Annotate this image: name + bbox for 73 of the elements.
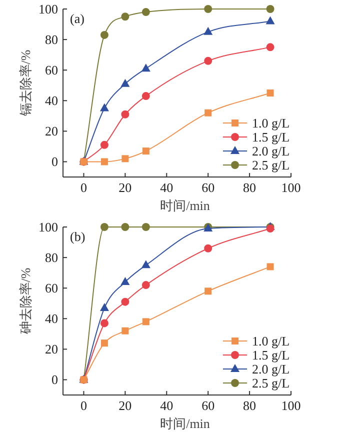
legend-label: 1.0 g/L <box>252 334 290 348</box>
y-tick-label: 20 <box>45 342 58 357</box>
point <box>121 110 130 118</box>
point <box>120 276 130 285</box>
point <box>100 158 108 166</box>
y-tick-label: 20 <box>45 124 58 139</box>
x-tick-label: 40 <box>160 180 174 195</box>
legend-label: 2.5 g/L <box>252 376 290 390</box>
point <box>266 90 274 96</box>
x-tick-label: 20 <box>118 180 132 195</box>
point <box>204 56 212 65</box>
y-tick-label: 60 <box>45 280 58 296</box>
x-tick-label: 0 <box>80 180 87 195</box>
legend-label: 1.5 g/L <box>252 348 290 362</box>
point <box>204 26 213 35</box>
y-tick-label: 40 <box>45 311 58 326</box>
x-tick-label: 80 <box>243 180 256 195</box>
y-tick-label: 80 <box>45 32 58 48</box>
point <box>204 244 212 252</box>
point <box>120 78 130 87</box>
point <box>142 223 150 231</box>
x-axis-title: 时间/min <box>160 416 210 431</box>
point <box>100 340 108 347</box>
x-tick-label: 100 <box>281 180 301 195</box>
legend-label: 2.0 g/L <box>252 362 290 376</box>
point <box>141 64 150 72</box>
point <box>122 155 129 162</box>
point <box>266 5 274 13</box>
point <box>100 319 108 328</box>
x-tick-label: 100 <box>281 398 301 413</box>
point <box>142 281 150 290</box>
point <box>142 148 150 155</box>
legend-label: 1.0 g/L <box>252 116 290 130</box>
y-tick-label: 100 <box>38 2 58 16</box>
point <box>121 298 130 306</box>
point <box>100 223 108 231</box>
point <box>266 16 275 24</box>
x-tick-label: 40 <box>160 398 174 413</box>
y-tick-label: 40 <box>45 93 58 108</box>
point <box>121 223 130 231</box>
point <box>100 103 109 112</box>
x-tick-label: 60 <box>202 180 215 195</box>
point <box>266 43 274 52</box>
annotation: (a) <box>70 11 84 26</box>
x-tick-label: 80 <box>243 398 256 413</box>
point <box>204 288 212 295</box>
point <box>204 109 212 116</box>
legend-label: 2.5 g/L <box>252 158 290 172</box>
point <box>100 30 108 39</box>
point <box>204 5 212 13</box>
x-axis-title: 时间/min <box>160 198 210 213</box>
y-axis-title: 镉去除率/% <box>18 50 33 118</box>
y-axis-title: 砷去除率/% <box>18 268 33 336</box>
legend-label: 1.5 g/L <box>252 130 290 144</box>
x-tick-label: 20 <box>118 398 132 413</box>
point <box>266 263 274 270</box>
x-tick-label: 60 <box>202 398 215 413</box>
annotation: (b) <box>70 229 86 244</box>
point <box>100 302 109 311</box>
y-tick-label: 80 <box>45 250 58 266</box>
x-tick-label: 0 <box>80 398 87 413</box>
point <box>142 8 150 16</box>
point <box>121 12 130 21</box>
y-tick-label: 100 <box>38 220 58 234</box>
point <box>100 140 108 149</box>
point <box>122 327 129 334</box>
legend-label: 2.0 g/L <box>252 144 290 158</box>
point <box>142 318 150 326</box>
point <box>141 260 150 268</box>
y-tick-label: 0 <box>52 154 58 170</box>
point <box>142 92 150 100</box>
y-tick-label: 60 <box>45 62 58 78</box>
y-tick-label: 0 <box>52 372 58 388</box>
